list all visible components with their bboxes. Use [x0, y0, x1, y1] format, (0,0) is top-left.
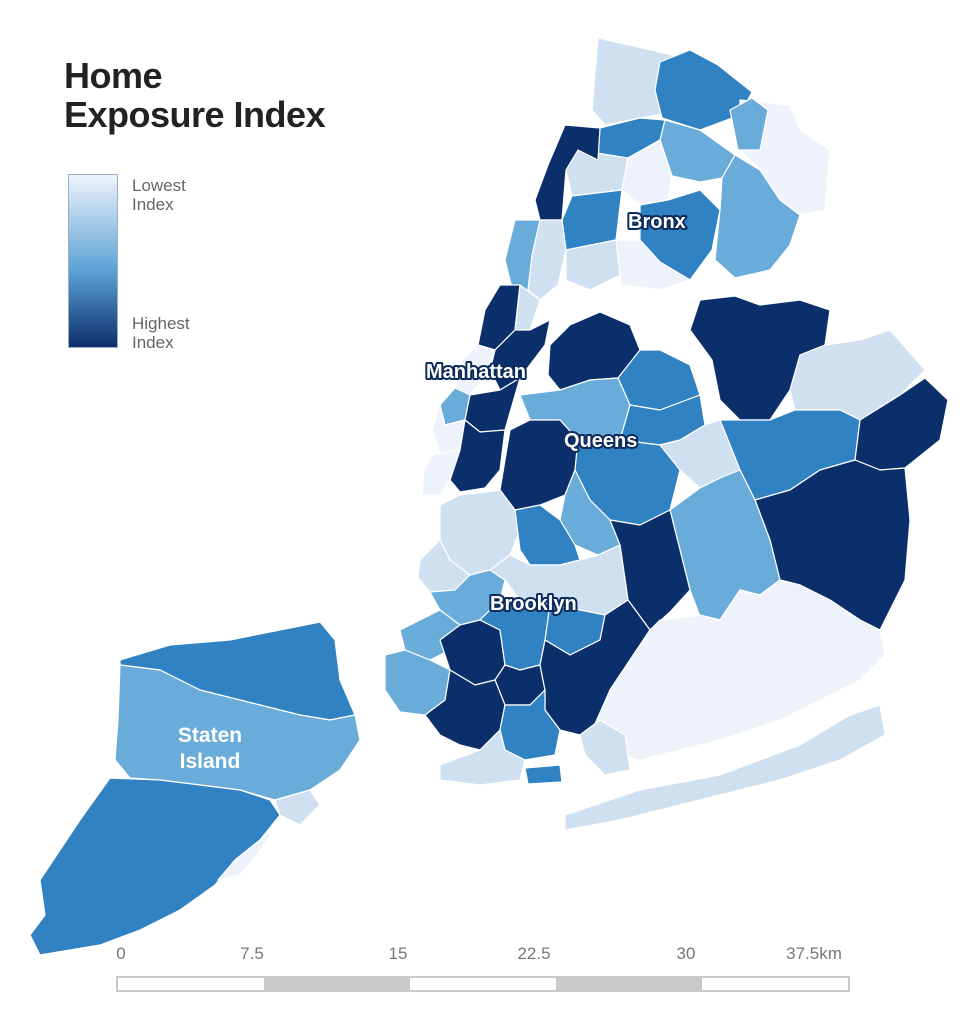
map-region[interactable] — [589, 579, 886, 761]
staten-island-regions — [29, 621, 361, 956]
map-region[interactable] — [524, 764, 563, 785]
map-region[interactable] — [274, 789, 321, 826]
title-line-1: Home — [64, 55, 163, 96]
map-region[interactable] — [729, 97, 769, 151]
map-region[interactable] — [439, 729, 526, 786]
map-region[interactable] — [564, 704, 886, 831]
map-region[interactable] — [114, 664, 361, 801]
brooklyn-label: Brooklyn — [490, 593, 577, 615]
queens-label: Queens — [564, 430, 637, 452]
legend-low-line-2: Index — [132, 195, 174, 214]
brooklyn-regions — [384, 489, 651, 786]
legend-low-label: Lowest Index — [132, 176, 186, 214]
staten-island-label-line-1: Staten — [178, 724, 242, 747]
south-queens-regions — [564, 579, 886, 831]
map-region[interactable] — [29, 777, 281, 956]
map-region[interactable] — [504, 219, 541, 291]
map-region[interactable] — [579, 719, 631, 776]
map-region[interactable] — [714, 154, 801, 279]
legend-low-line-1: Lowest — [132, 176, 186, 195]
title-line-2: Exposure Index — [64, 94, 326, 135]
map-region[interactable] — [217, 827, 276, 881]
staten-island-label-line-2: Island — [180, 750, 241, 773]
map-title: Home Exposure Index — [64, 55, 326, 135]
manhattan-regions — [421, 124, 601, 496]
bronx-regions — [561, 37, 831, 291]
color-legend: Lowest Index Highest Index — [68, 174, 258, 354]
legend-high-line-1: Highest — [132, 314, 190, 333]
map-region[interactable] — [534, 124, 601, 221]
manhattan-label: Manhattan — [426, 361, 526, 383]
legend-gradient-bar — [68, 174, 118, 348]
queens-regions — [499, 295, 949, 631]
map-region[interactable] — [421, 449, 461, 496]
map-region[interactable] — [615, 239, 691, 291]
map-region[interactable] — [565, 239, 621, 291]
bronx-label: Bronx — [628, 211, 686, 233]
legend-high-line-2: Index — [132, 333, 174, 352]
legend-high-label: Highest Index — [132, 314, 190, 352]
